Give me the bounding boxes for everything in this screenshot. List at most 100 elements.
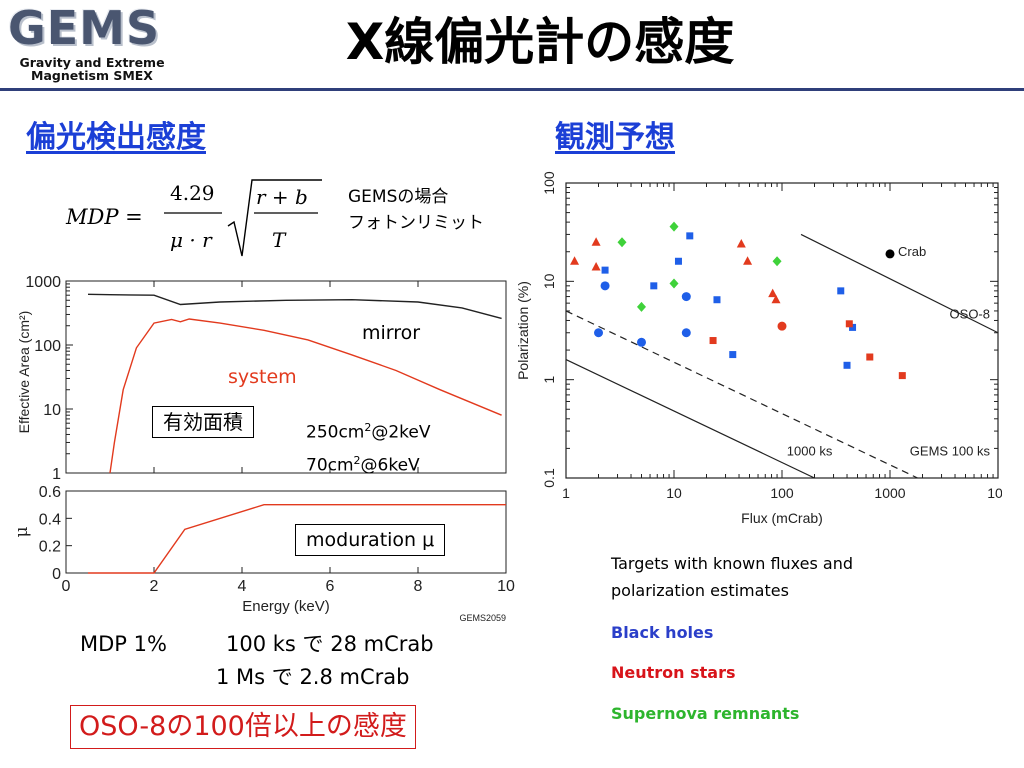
pf-ytick-label: 0.1 [541, 468, 557, 488]
black-holes-point [681, 328, 691, 338]
black-holes-point [729, 351, 737, 359]
mod-xtick-label: 8 [414, 578, 423, 595]
heading-polarization-sensitivity[interactable]: 偏光検出感度 [26, 120, 206, 155]
targets-line2: polarization estimates [611, 581, 789, 600]
effective-area-axis-title: Effective Area (cm²) [12, 292, 36, 458]
mod-ylabel: μ [12, 526, 32, 537]
pf-ylabel: Polarization (%) [515, 281, 531, 380]
effective-area-values: 250cm2@2keV 70cm2@6keV [306, 414, 431, 479]
supernova-remnants-point [669, 278, 679, 289]
legend-black-holes: Black holes [611, 623, 714, 642]
pf-xlabel: Flux (mCrab) [741, 510, 823, 526]
sqrt-denominator: T [272, 228, 287, 252]
area-ytick-label: 100 [34, 338, 61, 355]
black-holes-point [594, 328, 604, 338]
mod-xlabel: Energy (keV) [242, 598, 330, 615]
formula-lhs: MDP = [65, 205, 143, 229]
gems-case-line2: フォトンリミット [348, 213, 484, 233]
area-ytick-label: 1000 [25, 274, 61, 291]
oso8-line-label: OSO-8 [950, 306, 990, 321]
black-holes-point [601, 266, 609, 274]
modulation-plot: 0.6 0.4 0.2 00 2 4 6 8 10 Energy (keV) μ GEMS2059 [12, 484, 515, 623]
mod-xtick-label: 4 [238, 578, 247, 595]
crab-point [885, 249, 895, 259]
area-ytick-label: 1 [52, 466, 61, 483]
neutron-stars-point [570, 256, 580, 265]
heading-observation-forecast[interactable]: 観測予想 [555, 120, 675, 155]
neutron-stars-point [768, 288, 778, 298]
mod-xtick-label: 0 [62, 578, 71, 595]
polarization-flux-plot: 1 10 100 1000 10⁴ 100 10 1 0.1 Flux (mCrab) Polari… [515, 171, 1002, 526]
black-holes-point [674, 257, 682, 265]
area-value-6kev: 70cm2@6keV [306, 453, 420, 476]
mirror-label: mirror [362, 322, 421, 344]
formula-denominator: μ · r [170, 228, 213, 252]
effective-area-label: 有効面積 [152, 406, 254, 438]
area-plot-frame [65, 280, 507, 474]
mod-plot-frame [65, 490, 507, 574]
sensitivity-line-oso-8 [800, 233, 998, 334]
targets-line1: Targets with known fluxes and [611, 554, 854, 573]
neutron-stars-point [591, 261, 601, 271]
gems1000ks-line-label: 1000 ks [787, 443, 833, 458]
modulation-curve [88, 504, 506, 574]
polarization-flux-chart: 1 10 100 1000 10⁴ 100 10 1 0.1 Flux (mCrab) Polari… [515, 171, 1002, 526]
neutron-stars-point [866, 353, 874, 361]
pf-lines [566, 233, 998, 478]
effective-area-modulation-chart: 1000 100 10 1 0.6 0.4 0.2 00 2 4 6 8 10 Energy (keV)… [12, 274, 515, 623]
logo-subtitle: Gravity and Extreme Magnetism SMEX [8, 56, 176, 82]
system-label: system [228, 366, 297, 388]
mdp-line-1: MDP 1% 100 ks で 28 mCrab [80, 632, 434, 656]
neutron-stars-point [771, 294, 781, 304]
slide-title: X線偏光計の感度 [345, 13, 735, 71]
neutron-stars-point [845, 320, 853, 328]
mod-ytick-label: 0.6 [39, 484, 61, 501]
mod-xtick-label: 2 [150, 578, 159, 595]
modulation-label: moduration μ [295, 524, 446, 556]
black-holes-point [636, 337, 646, 347]
effective-area-ylabel: Effective Area (cm²) [16, 310, 32, 434]
oso8-comparison: OSO-8の100倍以上の感度 [70, 705, 416, 749]
mdp-results: MDP 1% 100 ks で 28 mCrab 1 Ms で 2.8 mCrab [80, 628, 434, 694]
supernova-remnants-point [772, 256, 782, 267]
neutron-stars-point [736, 238, 746, 248]
pf-xtick-label: 1000 [874, 485, 905, 501]
black-holes-point [686, 232, 694, 240]
supernova-remnants-point [669, 221, 679, 232]
neutron-stars-point [591, 237, 601, 246]
mdp-line-2: 1 Ms で 2.8 mCrab [216, 665, 410, 689]
black-holes-point [843, 361, 851, 369]
neutron-stars-point [777, 321, 787, 331]
system-curve [109, 318, 502, 474]
legend-supernova-remnants: Supernova remnants [611, 704, 800, 723]
pf-xtick-label: 10 [666, 485, 682, 501]
formula-numerator: 4.29 [170, 181, 215, 205]
mirror-curve [87, 293, 502, 320]
black-holes-point [650, 282, 658, 290]
effective-area-plot: 1000 100 10 1 [25, 274, 507, 483]
gems-case-line1: GEMSの場合 [348, 187, 449, 207]
mod-ytick-label: 0.2 [39, 539, 61, 556]
gems-logo: GEMS [8, 1, 161, 55]
area-ytick-label: 10 [43, 402, 61, 419]
supernova-remnants-point [636, 301, 646, 312]
black-holes-point [600, 281, 610, 291]
mod-xtick-label: 10 [497, 578, 515, 595]
neutron-stars-point [743, 256, 753, 265]
logo-subtitle-line1: Gravity and Extreme [19, 55, 165, 70]
pf-xtick-label: 10⁴ [987, 485, 1002, 501]
black-holes-point [837, 287, 845, 295]
figure-id: GEMS2059 [459, 613, 506, 623]
sqrt-numerator: r + b [256, 185, 308, 209]
black-holes-point [713, 296, 721, 304]
area-value-2kev: 250cm2@2keV [306, 421, 431, 443]
mod-ytick-label: 0 [52, 566, 61, 583]
pf-xtick-label: 100 [770, 485, 794, 501]
mod-ytick-label: 0.4 [39, 511, 61, 528]
pf-ytick-label: 100 [541, 171, 557, 195]
black-holes-point [681, 292, 691, 302]
mdp-formula: MDP = 4.29 μ · r r + b T [65, 179, 322, 257]
black-holes-point [849, 323, 857, 331]
sensitivity-line-1000-ks [566, 359, 815, 478]
header-divider [0, 88, 1024, 91]
